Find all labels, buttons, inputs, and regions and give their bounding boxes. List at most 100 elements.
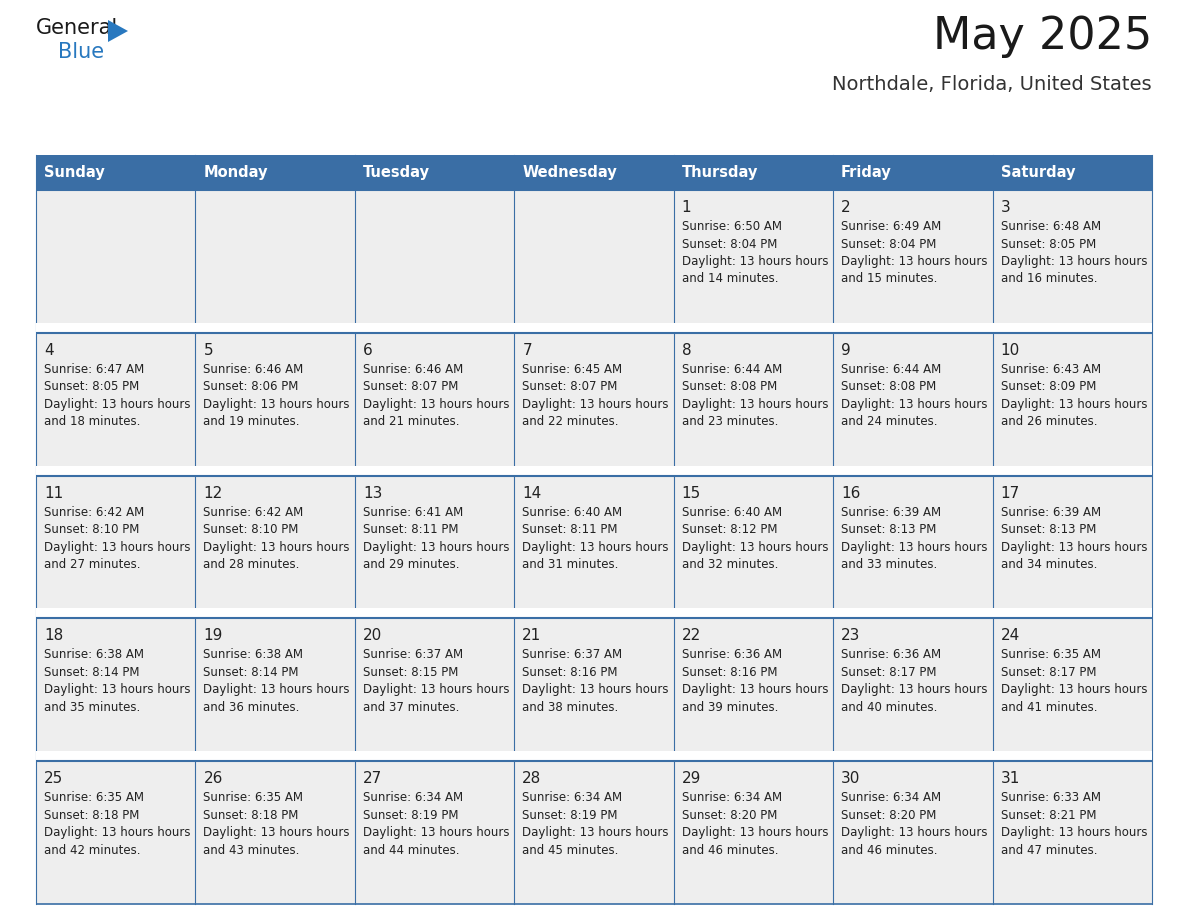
Text: Sunset: 8:14 PM: Sunset: 8:14 PM (203, 666, 299, 679)
Bar (196, 761, 355, 904)
Bar (36, 476, 196, 619)
Text: Sunset: 8:06 PM: Sunset: 8:06 PM (203, 380, 299, 393)
Text: Tuesday: Tuesday (362, 165, 430, 180)
Bar (992, 476, 1152, 619)
Text: Daylight: 13 hours hours: Daylight: 13 hours hours (362, 541, 510, 554)
Text: Sunrise: 6:34 AM: Sunrise: 6:34 AM (362, 791, 463, 804)
Text: and 40 minutes.: and 40 minutes. (841, 701, 937, 714)
Text: Sunrise: 6:43 AM: Sunrise: 6:43 AM (1000, 363, 1101, 375)
Bar (833, 190, 992, 333)
Text: 28: 28 (523, 771, 542, 786)
Text: Sunrise: 6:41 AM: Sunrise: 6:41 AM (362, 506, 463, 519)
Text: and 32 minutes.: and 32 minutes. (682, 558, 778, 571)
Text: Sunrise: 6:38 AM: Sunrise: 6:38 AM (44, 648, 144, 661)
Text: Sunset: 8:10 PM: Sunset: 8:10 PM (44, 523, 139, 536)
Text: Daylight: 13 hours hours: Daylight: 13 hours hours (523, 541, 669, 554)
Text: and 14 minutes.: and 14 minutes. (682, 273, 778, 285)
Text: Daylight: 13 hours hours: Daylight: 13 hours hours (841, 397, 987, 410)
Text: Sunrise: 6:38 AM: Sunrise: 6:38 AM (203, 648, 303, 661)
Text: Sunrise: 6:48 AM: Sunrise: 6:48 AM (1000, 220, 1101, 233)
Text: 17: 17 (1000, 486, 1019, 500)
Text: Sunset: 8:11 PM: Sunset: 8:11 PM (362, 523, 459, 536)
Text: and 18 minutes.: and 18 minutes. (44, 415, 140, 429)
Text: Northdale, Florida, United States: Northdale, Florida, United States (833, 75, 1152, 94)
Text: 31: 31 (1000, 771, 1020, 786)
Bar (674, 155, 833, 190)
Bar (833, 619, 992, 761)
Text: Sunrise: 6:44 AM: Sunrise: 6:44 AM (682, 363, 782, 375)
Text: Sunrise: 6:47 AM: Sunrise: 6:47 AM (44, 363, 144, 375)
Bar (992, 761, 1152, 904)
Bar (833, 155, 992, 190)
Text: Daylight: 13 hours hours: Daylight: 13 hours hours (1000, 826, 1148, 839)
Text: Sunrise: 6:37 AM: Sunrise: 6:37 AM (523, 648, 623, 661)
Text: 14: 14 (523, 486, 542, 500)
Text: Sunrise: 6:44 AM: Sunrise: 6:44 AM (841, 363, 941, 375)
Text: and 15 minutes.: and 15 minutes. (841, 273, 937, 285)
Text: Daylight: 13 hours hours: Daylight: 13 hours hours (362, 826, 510, 839)
Bar (355, 333, 514, 476)
Text: Sunset: 8:13 PM: Sunset: 8:13 PM (841, 523, 936, 536)
Text: 15: 15 (682, 486, 701, 500)
Bar (674, 761, 833, 904)
Text: Sunset: 8:18 PM: Sunset: 8:18 PM (44, 809, 139, 822)
Text: Sunset: 8:13 PM: Sunset: 8:13 PM (1000, 523, 1097, 536)
Bar (196, 476, 355, 619)
Text: Sunrise: 6:40 AM: Sunrise: 6:40 AM (682, 506, 782, 519)
Text: Daylight: 13 hours hours: Daylight: 13 hours hours (362, 683, 510, 697)
Text: Sunrise: 6:35 AM: Sunrise: 6:35 AM (44, 791, 144, 804)
Text: 30: 30 (841, 771, 860, 786)
Bar (514, 619, 674, 761)
Text: 20: 20 (362, 629, 383, 644)
Bar (992, 190, 1152, 333)
Text: Daylight: 13 hours hours: Daylight: 13 hours hours (841, 255, 987, 268)
Text: Sunrise: 6:39 AM: Sunrise: 6:39 AM (841, 506, 941, 519)
Text: and 39 minutes.: and 39 minutes. (682, 701, 778, 714)
Bar (355, 476, 514, 619)
Polygon shape (108, 20, 128, 42)
Bar (36, 609, 1152, 619)
Bar (355, 190, 514, 333)
Bar (36, 751, 1152, 761)
Text: and 22 minutes.: and 22 minutes. (523, 415, 619, 429)
Text: Sunday: Sunday (44, 165, 105, 180)
Bar (992, 333, 1152, 476)
Text: 2: 2 (841, 200, 851, 215)
Bar (196, 190, 355, 333)
Text: Sunset: 8:04 PM: Sunset: 8:04 PM (682, 238, 777, 251)
Text: and 29 minutes.: and 29 minutes. (362, 558, 460, 571)
Text: Daylight: 13 hours hours: Daylight: 13 hours hours (203, 826, 350, 839)
Text: 11: 11 (44, 486, 63, 500)
Text: and 37 minutes.: and 37 minutes. (362, 701, 460, 714)
Text: Daylight: 13 hours hours: Daylight: 13 hours hours (203, 397, 350, 410)
Text: Daylight: 13 hours hours: Daylight: 13 hours hours (841, 826, 987, 839)
Text: 26: 26 (203, 771, 223, 786)
Text: Sunset: 8:19 PM: Sunset: 8:19 PM (362, 809, 459, 822)
Text: Sunset: 8:20 PM: Sunset: 8:20 PM (841, 809, 936, 822)
Text: Sunset: 8:07 PM: Sunset: 8:07 PM (523, 380, 618, 393)
Bar (833, 761, 992, 904)
Bar (514, 155, 674, 190)
Bar (514, 333, 674, 476)
Text: Sunset: 8:16 PM: Sunset: 8:16 PM (523, 666, 618, 679)
Text: 5: 5 (203, 342, 213, 358)
Text: Daylight: 13 hours hours: Daylight: 13 hours hours (203, 541, 350, 554)
Bar (196, 333, 355, 476)
Text: 12: 12 (203, 486, 222, 500)
Text: Sunset: 8:16 PM: Sunset: 8:16 PM (682, 666, 777, 679)
Bar (674, 190, 833, 333)
Bar (36, 323, 1152, 333)
Bar (992, 155, 1152, 190)
Text: Sunset: 8:10 PM: Sunset: 8:10 PM (203, 523, 299, 536)
Text: and 36 minutes.: and 36 minutes. (203, 701, 299, 714)
Text: and 28 minutes.: and 28 minutes. (203, 558, 299, 571)
Text: Sunset: 8:08 PM: Sunset: 8:08 PM (841, 380, 936, 393)
Text: Sunrise: 6:35 AM: Sunrise: 6:35 AM (1000, 648, 1100, 661)
Text: and 45 minutes.: and 45 minutes. (523, 844, 619, 856)
Bar (36, 155, 196, 190)
Text: Sunset: 8:15 PM: Sunset: 8:15 PM (362, 666, 459, 679)
Text: Sunrise: 6:34 AM: Sunrise: 6:34 AM (841, 791, 941, 804)
Text: General: General (36, 18, 119, 38)
Text: and 21 minutes.: and 21 minutes. (362, 415, 460, 429)
Bar (196, 155, 355, 190)
